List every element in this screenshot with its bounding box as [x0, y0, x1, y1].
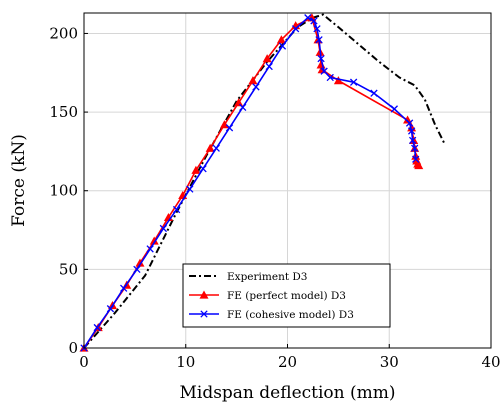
tick-labels: 0 10 20 30 40 0 50 100 150 200: [49, 24, 500, 371]
data-point: [326, 73, 334, 82]
data-point: [333, 76, 343, 85]
data-point: [304, 14, 312, 22]
series-layer: [79, 13, 447, 352]
x-tick-label: 20: [278, 353, 297, 371]
data-point: [403, 115, 413, 124]
y-tick-label: 100: [49, 182, 78, 200]
data-point: [411, 144, 419, 152]
legend: Experiment D3 FE (perfect model) D3 FE (co…: [182, 263, 391, 328]
x-tick-label: 0: [79, 353, 89, 371]
data-point: [390, 105, 398, 113]
data-point: [106, 305, 115, 313]
legend-marker: [199, 290, 209, 299]
legend-label: Experiment D3: [227, 271, 308, 283]
data-point: [149, 236, 159, 245]
x-tick-label: 10: [176, 353, 195, 371]
data-point: [317, 54, 325, 63]
data-point: [405, 119, 414, 127]
data-point: [412, 155, 420, 163]
data-point: [278, 42, 287, 50]
data-point: [191, 165, 201, 174]
data-point: [265, 62, 273, 71]
data-point: [262, 54, 272, 63]
data-point: [159, 224, 168, 233]
data-point: [135, 258, 145, 267]
data-point: [407, 127, 416, 135]
legend-label: FE (perfect model) D3: [227, 290, 346, 302]
data-point: [172, 205, 181, 214]
data-point: [225, 124, 234, 132]
data-point: [186, 185, 194, 193]
legend-marker: [200, 310, 208, 318]
data-point: [315, 36, 323, 44]
data-point: [414, 161, 424, 170]
data-point: [313, 25, 321, 33]
x-tick-label: 30: [380, 353, 399, 371]
data-point: [349, 78, 358, 86]
data-point: [219, 120, 229, 129]
data-point: [276, 35, 286, 44]
data-point: [205, 143, 215, 152]
x-tick-label: 40: [481, 353, 500, 371]
legend-label: FE (cohesive model) D3: [227, 309, 354, 321]
y-tick-label: 50: [59, 260, 78, 278]
y-axis-label: Force (kN): [9, 134, 29, 227]
series-line: [83, 13, 447, 349]
data-point: [291, 25, 300, 33]
legend-entry: FE (cohesive model) D3: [189, 309, 354, 321]
data-point: [120, 284, 128, 292]
data-point: [133, 265, 141, 274]
data-point: [234, 98, 244, 107]
data-point: [320, 67, 328, 75]
data-point: [212, 144, 220, 152]
data-point: [199, 165, 207, 173]
data-point: [408, 136, 417, 145]
series-0: [83, 13, 447, 349]
series-2: [80, 14, 420, 352]
legend-entry: FE (perfect model) D3: [189, 290, 346, 302]
data-point: [370, 89, 378, 97]
data-point: [146, 245, 154, 253]
data-point: [310, 17, 318, 25]
data-point: [239, 103, 247, 112]
data-point: [93, 323, 101, 332]
legend-entry: Experiment D3: [189, 271, 308, 283]
data-point: [252, 83, 260, 91]
x-axis-label: Midspan deflection (mm): [179, 383, 395, 403]
y-tick-label: 0: [68, 339, 78, 357]
y-tick-label: 200: [49, 24, 78, 42]
y-tick-label: 150: [49, 103, 78, 121]
data-point: [248, 76, 258, 85]
